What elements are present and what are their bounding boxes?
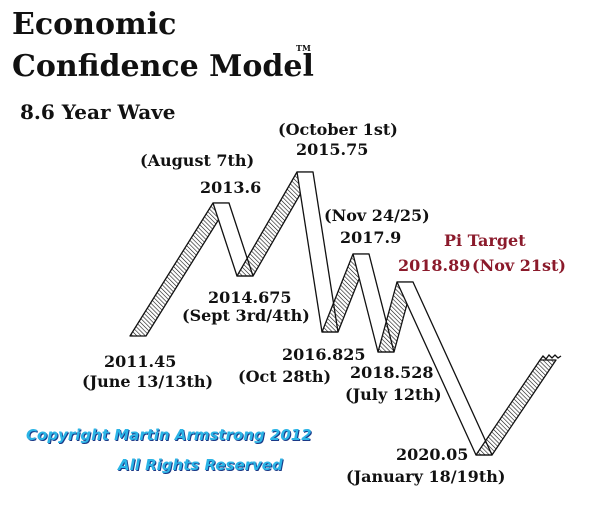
wave-segment-rise-2020 [475,359,557,456]
label-2016-825-date: (Oct 28th) [238,367,332,386]
subtitle: 8.6 Year Wave [20,100,176,124]
label-pi-target-date: (Nov 21st) [472,256,566,275]
label-2015-75-value: 2015.75 [296,140,369,159]
label-2016-825-value: 2016.825 [282,345,366,364]
label-2018-528-date: (July 12th) [345,385,442,404]
label-2011-45-date: (June 13/13th) [82,372,214,391]
label-2013-6-value: 2013.6 [200,178,262,197]
label-2018-528-value: 2018.528 [350,363,434,382]
label-pi-target-value: 2018.89 [398,256,471,275]
label-2014-675-date: (Sept 3rd/4th) [182,306,310,325]
title-line-2: Confidence Model [12,49,314,84]
label-2013-6-date: (August 7th) [140,151,255,170]
label-2020-05-date: (January 18/19th) [346,467,506,486]
label-2020-05-value: 2020.05 [396,445,469,464]
copyright-line-1: Copyright Martin Armstrong 2012 [26,426,312,444]
label-2011-45-value: 2011.45 [104,352,177,371]
trademark-mark: TM [296,43,311,53]
copyright-line-2: All Rights Reserved [118,456,283,474]
label-2015-75-date: (October 1st) [278,120,398,139]
label-2014-675-value: 2014.675 [208,288,292,307]
label-2017-9-value: 2017.9 [340,228,402,247]
wave-end-cap [539,354,562,361]
title-line-1: Economic [12,7,177,42]
label-2017-9-date: (Nov 24/25) [324,206,430,225]
label-pi-target-heading: Pi Target [444,231,526,250]
